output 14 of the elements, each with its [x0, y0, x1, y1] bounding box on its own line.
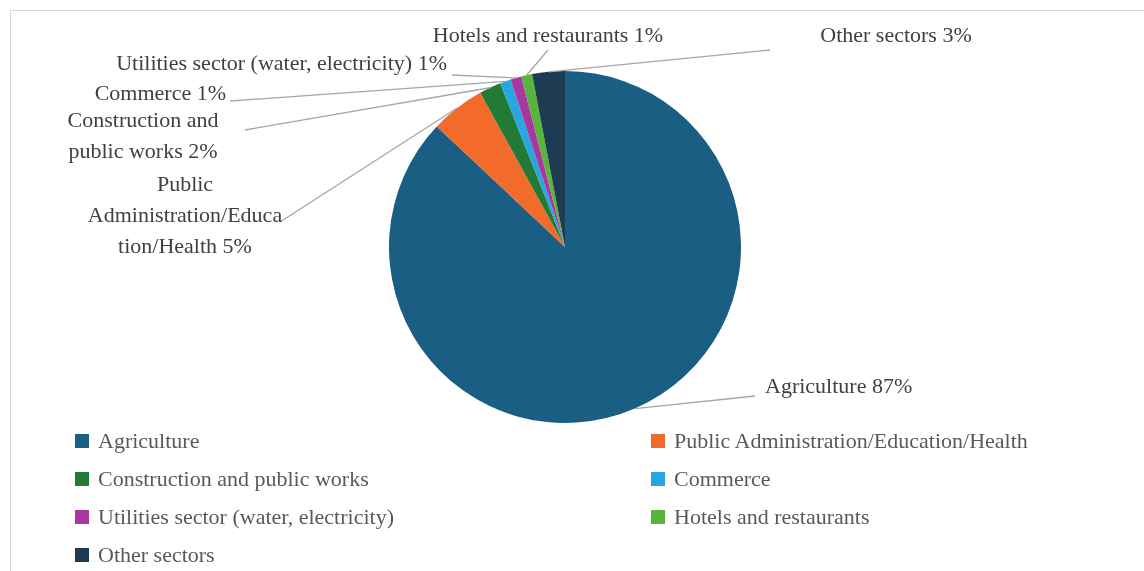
category-label: Hotels and restaurants 1% — [432, 21, 664, 47]
legend-label: Other sectors — [98, 542, 215, 568]
legend-label: Public Administration/Education/Health — [674, 428, 1028, 454]
legend-label: Hotels and restaurants — [674, 504, 870, 530]
category-label: Utilities sector (water, electricity) 1% — [116, 49, 447, 75]
category-label: Public Administration/Education/Health 5% — [87, 170, 283, 258]
legend-label: Commerce — [674, 466, 771, 492]
legend-label: Construction and public works — [98, 466, 369, 492]
category-label: Agriculture 87% — [765, 372, 913, 398]
legend-label: Utilities sector (water, electricity) — [98, 504, 394, 530]
category-label: Commerce 1% — [94, 79, 226, 105]
legend-label: Agriculture — [98, 428, 200, 454]
category-label: Construction and public works 2% — [67, 106, 219, 163]
category-label: Other sectors 3% — [820, 21, 972, 47]
